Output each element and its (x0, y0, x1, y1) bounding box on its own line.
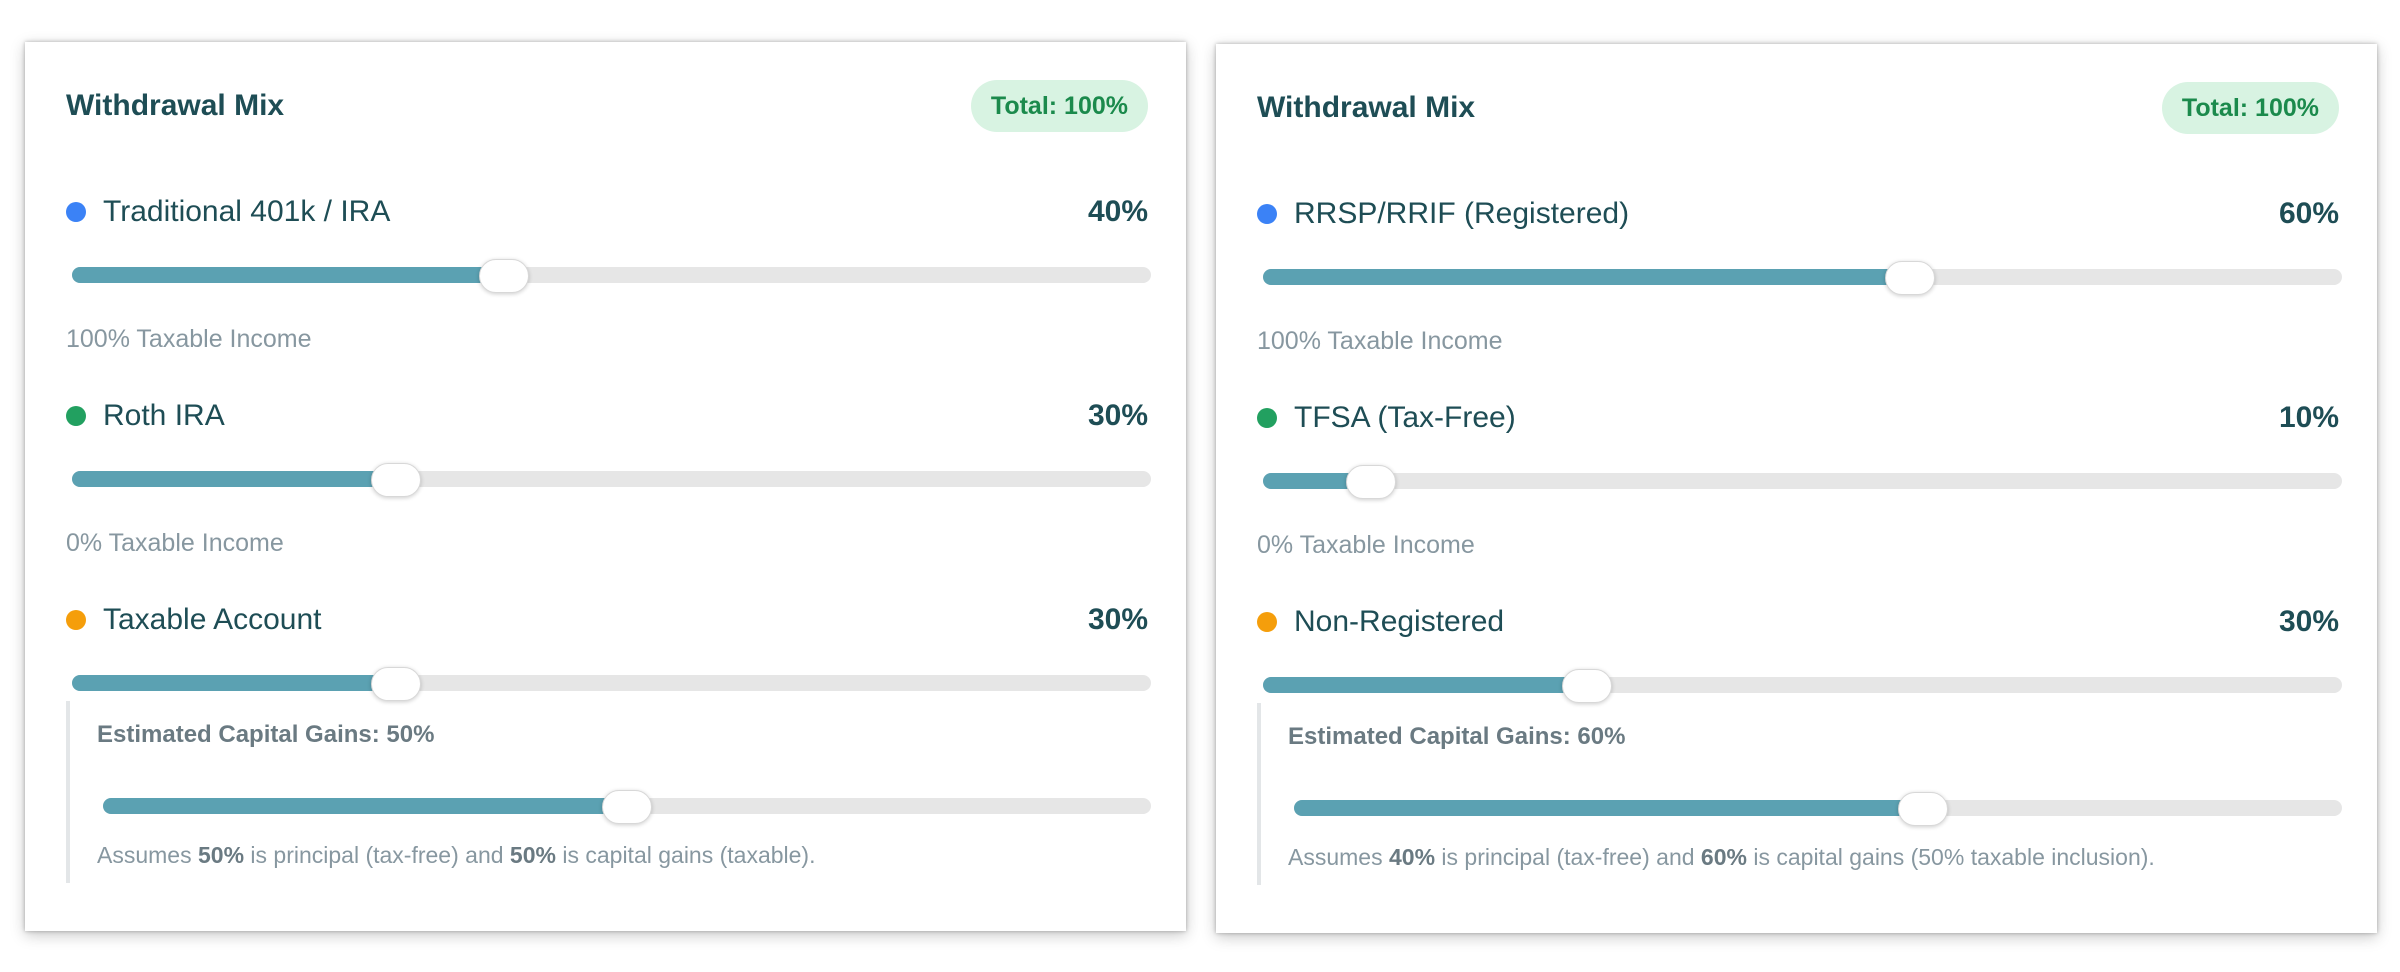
blue-dot-icon (1257, 204, 1277, 224)
note-suffix: is capital gains (50% taxable inclusion)… (1746, 844, 2155, 870)
slider-fill (1263, 269, 1911, 285)
slider-fill (1294, 800, 1923, 816)
account-row: Taxable Account 30% (66, 600, 1148, 640)
capital-gains-note: Assumes 50% is principal (tax-free) and … (97, 842, 815, 869)
gains-percent: 60% (1700, 844, 1747, 870)
slider-fill (72, 675, 396, 691)
note-middle: is principal (tax-free) and (1435, 844, 1701, 870)
gains-percent: 50% (509, 842, 556, 868)
account-percent: 30% (1087, 399, 1148, 432)
note-prefix: Assumes (97, 842, 198, 868)
account-tfsa: TFSA (Tax-Free) 10% 0% Taxable Income (1257, 398, 2342, 568)
allocation-slider[interactable] (1263, 257, 2342, 297)
slider-thumb[interactable] (370, 463, 421, 497)
account-taxable: Taxable Account 30% (66, 600, 1151, 770)
slider-thumb[interactable] (1345, 465, 1396, 499)
account-row: RRSP/RRIF (Registered) 60% (1257, 194, 2339, 234)
taxable-income-note: 0% Taxable Income (1257, 531, 1475, 559)
account-row: Non-Registered 30% (1257, 602, 2339, 642)
withdrawal-mix-panel-us: Withdrawal Mix Total: 100% Traditional 4… (25, 42, 1186, 931)
capital-gains-label: Estimated Capital Gains: 50% (97, 721, 435, 748)
slider-fill (72, 471, 396, 487)
slider-thumb[interactable] (1897, 792, 1948, 826)
account-percent: 40% (1087, 195, 1148, 228)
account-percent: 30% (2278, 605, 2339, 638)
account-roth-ira: Roth IRA 30% 0% Taxable Income (66, 396, 1151, 566)
slider-thumb[interactable] (1885, 261, 1936, 295)
note-middle: is principal (tax-free) and (244, 842, 510, 868)
slider-thumb[interactable] (602, 790, 652, 824)
principal-percent: 40% (1388, 844, 1436, 870)
account-rrsp-rrif: RRSP/RRIF (Registered) 60% 100% Taxable … (1257, 194, 2342, 364)
allocation-slider[interactable] (1263, 461, 2342, 501)
allocation-slider[interactable] (1263, 665, 2342, 705)
allocation-slider[interactable] (72, 255, 1151, 295)
capital-gains-slider[interactable] (103, 786, 1151, 826)
slider-fill (103, 798, 627, 814)
account-row: Roth IRA 30% (66, 396, 1148, 436)
orange-dot-icon (66, 610, 86, 630)
total-badge: Total: 100% (2161, 82, 2339, 134)
capital-gains-note: Assumes 40% is principal (tax-free) and … (1288, 844, 2155, 871)
panel-title: Withdrawal Mix (1257, 91, 1476, 124)
taxable-income-note: 100% Taxable Income (66, 325, 312, 353)
panel-header: Withdrawal Mix Total: 100% (66, 80, 1148, 132)
account-row: TFSA (Tax-Free) 10% (1257, 398, 2339, 438)
account-name: Roth IRA (103, 399, 225, 432)
taxable-income-note: 0% Taxable Income (66, 529, 284, 557)
slider-fill (1263, 677, 1587, 693)
principal-percent: 50% (197, 842, 245, 868)
account-percent: 60% (2278, 197, 2339, 230)
total-badge: Total: 100% (970, 80, 1148, 132)
account-percent: 10% (2278, 401, 2339, 434)
slider-thumb[interactable] (1561, 669, 1612, 703)
blue-dot-icon (66, 202, 86, 222)
slider-thumb[interactable] (478, 259, 529, 293)
account-name: Taxable Account (103, 603, 322, 636)
slider-track[interactable] (1263, 473, 2342, 489)
allocation-slider[interactable] (72, 663, 1151, 703)
capital-gains-box: Estimated Capital Gains: 50% Assumes 50%… (66, 701, 1151, 883)
capital-gains-label: Estimated Capital Gains: 60% (1288, 723, 1626, 750)
slider-fill (1263, 473, 1371, 489)
slider-thumb[interactable] (370, 667, 421, 701)
slider-fill (72, 267, 504, 283)
withdrawal-mix-panel-ca: Withdrawal Mix Total: 100% RRSP/RRIF (Re… (1216, 44, 2377, 933)
panel-header: Withdrawal Mix Total: 100% (1257, 82, 2339, 134)
taxable-income-note: 100% Taxable Income (1257, 327, 1503, 355)
note-prefix: Assumes (1288, 844, 1389, 870)
account-row: Traditional 401k / IRA 40% (66, 192, 1148, 232)
capital-gains-slider[interactable] (1294, 788, 2342, 828)
account-name: Traditional 401k / IRA (103, 195, 391, 228)
account-percent: 30% (1087, 603, 1148, 636)
panel-title: Withdrawal Mix (66, 89, 285, 122)
account-name: TFSA (Tax-Free) (1294, 401, 1516, 434)
account-traditional-401k-ira: Traditional 401k / IRA 40% 100% Taxable … (66, 192, 1151, 362)
account-name: Non-Registered (1294, 605, 1505, 638)
allocation-slider[interactable] (72, 459, 1151, 499)
account-non-registered: Non-Registered 30% (1257, 602, 2342, 772)
green-dot-icon (1257, 408, 1277, 428)
green-dot-icon (66, 406, 86, 426)
account-name: RRSP/RRIF (Registered) (1294, 197, 1630, 230)
capital-gains-box: Estimated Capital Gains: 60% Assumes 40%… (1257, 703, 2342, 885)
note-suffix: is capital gains (taxable). (555, 842, 816, 868)
orange-dot-icon (1257, 612, 1277, 632)
